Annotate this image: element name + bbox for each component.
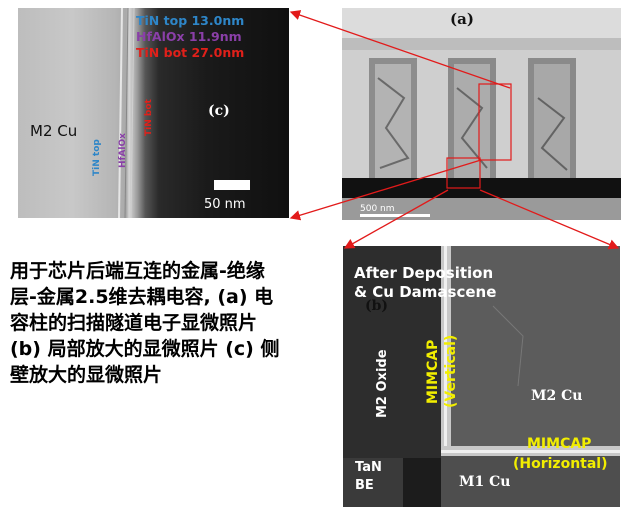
scale-label-a: 500 nm bbox=[360, 204, 395, 214]
mimcap-horizontal-label: MIMCAP bbox=[527, 436, 592, 452]
caption-line: 层-金属2.5维去耦电容, (a) 电 bbox=[10, 286, 274, 308]
caption-line: 容柱的扫描隧道电子显微照片 bbox=[10, 312, 258, 334]
arrow-to-c-top bbox=[289, 10, 511, 89]
arrow-to-c-bottom bbox=[289, 159, 482, 221]
pillar-left bbox=[369, 58, 417, 184]
scale-label-c: 50 nm bbox=[204, 197, 246, 212]
panel-a-capacitor-pillars: (a) 500 nm bbox=[342, 8, 621, 220]
caption-line: 用于芯片后端互连的金属-绝缘 bbox=[10, 260, 265, 282]
caption-line: 壁放大的显微照片 bbox=[10, 364, 163, 386]
arrow-to-b-left bbox=[343, 189, 449, 249]
pillar-middle bbox=[448, 58, 496, 184]
panel-a-image bbox=[342, 8, 621, 220]
m2-cu-label-b: M2 Cu bbox=[531, 388, 583, 404]
pillar-right bbox=[528, 58, 576, 184]
panel-a-label: (a) bbox=[450, 10, 474, 28]
scale-bar-c bbox=[214, 180, 250, 190]
panel-b-local-zoom: After Deposition & Cu Damascene (b) M2 O… bbox=[343, 246, 620, 507]
after-deposition-title: After Deposition bbox=[354, 264, 494, 282]
tin-top-thickness: TiN top 13.0nm bbox=[136, 13, 245, 28]
panel-b-image bbox=[343, 246, 620, 507]
hfalox-thickness: HfAlOx 11.9nm bbox=[136, 29, 242, 44]
mimcap-horizontal-sub: (Horizontal) bbox=[513, 456, 608, 472]
scale-bar-a bbox=[360, 214, 430, 217]
tan-label: TaN bbox=[355, 460, 382, 475]
zoom-box-corner bbox=[446, 157, 481, 189]
panel-b-label: (b) bbox=[365, 298, 389, 314]
tin-bot-thickness: TiN bot 27.0nm bbox=[136, 45, 245, 60]
figure-caption: 用于芯片后端互连的金属-绝缘 层-金属2.5维去耦电容, (a) 电 容柱的扫描… bbox=[10, 258, 322, 388]
panel-c-label: (c) bbox=[208, 103, 230, 119]
panel-c-sidewall-micrograph: TiN top 13.0nm HfAlOx 11.9nm TiN bot 27.… bbox=[18, 8, 289, 218]
m1-cu-label: M1 Cu bbox=[459, 474, 511, 490]
zoom-box-sidewall bbox=[478, 83, 512, 161]
panel-c-texture bbox=[118, 8, 135, 218]
m2-cu-label-c: M2 Cu bbox=[30, 122, 78, 140]
arrow-to-b-right bbox=[479, 189, 620, 250]
be-label: BE bbox=[355, 478, 374, 493]
caption-line: (b) 局部放大的显微照片 (c) 侧 bbox=[10, 338, 280, 360]
cu-damascene-title: & Cu Damascene bbox=[354, 283, 497, 301]
